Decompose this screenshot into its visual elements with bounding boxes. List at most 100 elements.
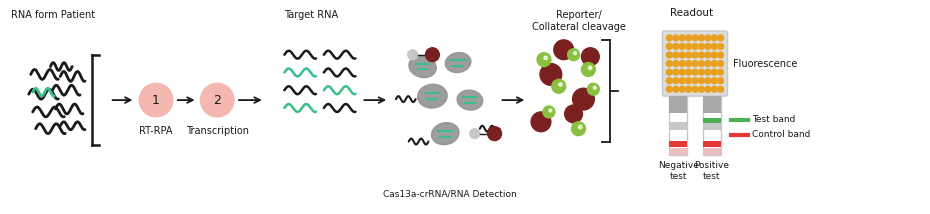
Bar bbox=[703, 122, 721, 131]
Text: Negative
test: Negative test bbox=[658, 161, 698, 181]
Circle shape bbox=[672, 86, 679, 92]
Circle shape bbox=[685, 78, 692, 84]
Text: Reporter/
Collateral cleavage: Reporter/ Collateral cleavage bbox=[532, 10, 626, 32]
Text: Fluorescence: Fluorescence bbox=[734, 59, 798, 68]
Circle shape bbox=[698, 61, 704, 67]
Circle shape bbox=[544, 56, 548, 60]
Circle shape bbox=[692, 86, 698, 92]
Circle shape bbox=[718, 43, 724, 49]
Circle shape bbox=[672, 35, 679, 41]
Circle shape bbox=[692, 61, 698, 67]
Circle shape bbox=[667, 43, 672, 49]
Circle shape bbox=[667, 52, 672, 58]
Circle shape bbox=[679, 86, 685, 92]
Circle shape bbox=[705, 61, 711, 67]
Circle shape bbox=[685, 52, 692, 58]
Circle shape bbox=[711, 43, 717, 49]
Circle shape bbox=[685, 69, 692, 75]
Circle shape bbox=[554, 40, 574, 60]
Bar bbox=[670, 96, 687, 155]
Circle shape bbox=[692, 52, 698, 58]
Circle shape bbox=[531, 112, 551, 132]
Ellipse shape bbox=[445, 53, 471, 73]
Circle shape bbox=[685, 35, 692, 41]
Circle shape bbox=[589, 66, 591, 70]
Circle shape bbox=[698, 35, 704, 41]
Circle shape bbox=[685, 43, 692, 49]
FancyBboxPatch shape bbox=[662, 31, 727, 96]
Circle shape bbox=[679, 69, 685, 75]
Circle shape bbox=[705, 69, 711, 75]
Bar bbox=[670, 141, 687, 147]
Circle shape bbox=[718, 52, 724, 58]
Circle shape bbox=[711, 35, 717, 41]
Circle shape bbox=[426, 48, 439, 62]
Circle shape bbox=[711, 78, 717, 84]
Circle shape bbox=[685, 61, 692, 67]
Bar bbox=[703, 96, 721, 113]
Circle shape bbox=[667, 35, 672, 41]
Circle shape bbox=[679, 43, 685, 49]
Circle shape bbox=[711, 69, 717, 75]
Circle shape bbox=[685, 86, 692, 92]
Circle shape bbox=[574, 52, 577, 55]
Text: Test band: Test band bbox=[752, 115, 795, 124]
Circle shape bbox=[551, 79, 565, 93]
Bar bbox=[670, 96, 687, 113]
Circle shape bbox=[692, 35, 698, 41]
Text: Transcription: Transcription bbox=[186, 126, 248, 136]
Circle shape bbox=[578, 125, 582, 129]
Bar bbox=[703, 118, 721, 123]
Text: Target RNA: Target RNA bbox=[285, 10, 339, 20]
Circle shape bbox=[698, 52, 704, 58]
Circle shape bbox=[201, 83, 234, 117]
Circle shape bbox=[487, 127, 501, 141]
Circle shape bbox=[672, 61, 679, 67]
Circle shape bbox=[679, 35, 685, 41]
Circle shape bbox=[718, 86, 724, 92]
Circle shape bbox=[407, 50, 418, 60]
Circle shape bbox=[705, 43, 711, 49]
Text: Readout: Readout bbox=[671, 8, 713, 18]
Circle shape bbox=[705, 35, 711, 41]
Circle shape bbox=[698, 78, 704, 84]
Circle shape bbox=[711, 61, 717, 67]
Text: 2: 2 bbox=[213, 94, 221, 107]
Circle shape bbox=[679, 61, 685, 67]
Ellipse shape bbox=[409, 55, 436, 78]
Ellipse shape bbox=[458, 90, 483, 110]
Circle shape bbox=[581, 62, 595, 76]
Circle shape bbox=[698, 69, 704, 75]
Bar bbox=[703, 141, 721, 147]
Circle shape bbox=[667, 61, 672, 67]
Circle shape bbox=[549, 109, 551, 112]
Circle shape bbox=[711, 52, 717, 58]
Circle shape bbox=[679, 78, 685, 84]
Circle shape bbox=[698, 43, 704, 49]
Circle shape bbox=[692, 69, 698, 75]
Circle shape bbox=[540, 64, 562, 85]
Circle shape bbox=[672, 43, 679, 49]
Circle shape bbox=[672, 69, 679, 75]
Ellipse shape bbox=[418, 84, 447, 108]
Circle shape bbox=[718, 61, 724, 67]
Circle shape bbox=[543, 106, 555, 118]
Ellipse shape bbox=[432, 123, 459, 145]
Text: 1: 1 bbox=[153, 94, 160, 107]
Circle shape bbox=[705, 86, 711, 92]
Circle shape bbox=[593, 86, 596, 89]
Circle shape bbox=[718, 69, 724, 75]
Circle shape bbox=[705, 52, 711, 58]
Bar bbox=[703, 96, 721, 155]
Circle shape bbox=[588, 83, 599, 95]
Circle shape bbox=[567, 49, 579, 61]
Circle shape bbox=[718, 35, 724, 41]
Bar bbox=[670, 122, 687, 131]
Circle shape bbox=[667, 69, 672, 75]
Circle shape bbox=[573, 88, 594, 110]
Bar bbox=[670, 148, 687, 155]
Circle shape bbox=[667, 78, 672, 84]
Bar bbox=[703, 148, 721, 155]
Circle shape bbox=[572, 122, 585, 136]
Text: Cas13a-crRNA/RNA Detection: Cas13a-crRNA/RNA Detection bbox=[383, 190, 517, 199]
